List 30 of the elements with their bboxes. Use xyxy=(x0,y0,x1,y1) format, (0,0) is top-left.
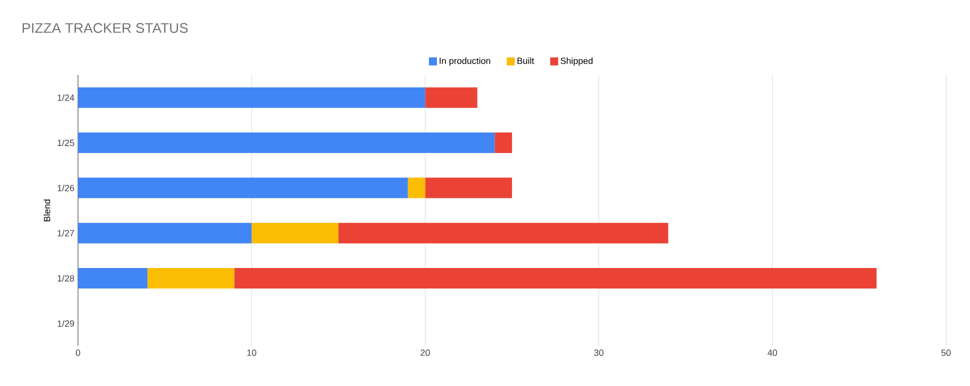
bar xyxy=(147,268,234,289)
chart-title: PIZZA TRACKER STATUS xyxy=(22,23,188,33)
bar xyxy=(78,87,426,108)
bar xyxy=(78,132,495,154)
x-tick-label: 10 xyxy=(247,350,256,356)
y-tick-label: 1/29 xyxy=(58,320,74,327)
legend-label: Shipped xyxy=(560,57,593,66)
bar xyxy=(338,222,668,244)
x-tick-label: 30 xyxy=(594,350,604,356)
bar xyxy=(252,222,338,244)
y-axis-title: Blend xyxy=(44,200,50,222)
y-tick-label: 1/24 xyxy=(58,94,74,101)
bar xyxy=(78,178,408,198)
legend-label: In production xyxy=(440,57,490,66)
x-tick-label: 40 xyxy=(768,350,778,356)
legend-label: Built xyxy=(517,57,534,64)
bar xyxy=(234,268,877,289)
y-tick-label: 1/26 xyxy=(58,184,74,192)
bar xyxy=(78,268,148,289)
bar xyxy=(494,132,512,154)
y-tick-label: 1/27 xyxy=(58,230,74,236)
y-tick-label: 1/25 xyxy=(58,139,74,146)
bar xyxy=(408,178,426,198)
bar xyxy=(425,87,478,108)
bar xyxy=(425,178,512,198)
x-tick-label: 20 xyxy=(420,350,430,356)
y-tick-label: 1/28 xyxy=(58,274,74,282)
bar xyxy=(78,222,252,244)
x-tick-label: 50 xyxy=(941,350,951,356)
x-tick-label: 0 xyxy=(76,350,80,356)
